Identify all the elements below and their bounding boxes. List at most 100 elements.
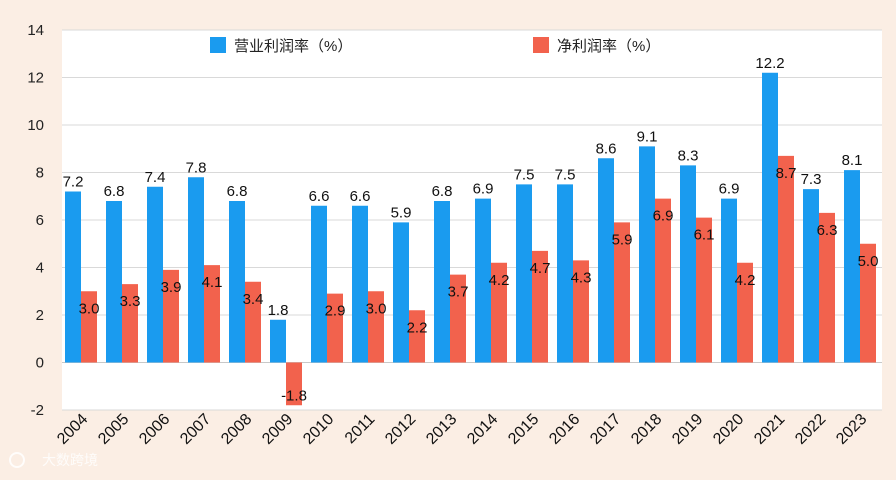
bar-net-margin-2018 xyxy=(655,198,671,363)
x-tick-label: 2020 xyxy=(710,411,747,448)
data-label-net-margin-2020: 4.2 xyxy=(735,272,756,289)
bar-operating-margin-2018 xyxy=(639,146,655,363)
data-label-operating-margin-2004: 7.2 xyxy=(63,174,84,191)
data-label-net-margin-2005: 3.3 xyxy=(120,293,141,310)
data-labels: 7.2 3.0 6.8 3.3 7.4 3.9 7.8 4.1 6.8 3.41.8 -1.8 6.6… xyxy=(63,55,879,405)
x-tick-label: 2004 xyxy=(54,411,91,448)
bar-net-margin-2007 xyxy=(204,265,220,363)
bar-net-margin-2021 xyxy=(778,155,794,363)
bar-net-margin-2014 xyxy=(491,262,507,363)
x-tick-label: 2007 xyxy=(177,411,214,448)
bar-net-margin-2013 xyxy=(450,274,466,363)
watermark-text: 大数跨境 xyxy=(42,452,98,468)
legend-label-operating-margin: 营业利润率（%） xyxy=(234,38,352,55)
y-tick-label: -2 xyxy=(31,402,44,419)
bar-operating-margin-2010 xyxy=(311,205,327,363)
data-label-operating-margin-2014: 6.9 xyxy=(473,181,494,198)
bar-operating-margin-2008 xyxy=(229,201,245,363)
data-label-operating-margin-2009: 1.8 xyxy=(268,302,289,319)
data-label-net-margin-2008: 3.4 xyxy=(243,291,264,308)
x-tick-label: 2018 xyxy=(628,411,665,448)
data-label-net-margin-2010: 2.9 xyxy=(325,303,346,320)
bar-operating-margin-2022 xyxy=(803,189,819,363)
data-label-net-margin-2012: 2.2 xyxy=(407,319,428,336)
data-label-net-margin-2022: 6.3 xyxy=(817,222,838,239)
data-label-net-margin-2016: 4.3 xyxy=(571,269,592,286)
y-tick-label: 6 xyxy=(36,212,44,229)
data-label-operating-margin-2021: 12.2 xyxy=(755,55,784,72)
x-tick-label: 2022 xyxy=(792,411,829,448)
bar-net-margin-2010 xyxy=(327,293,343,363)
bar-net-margin-2015 xyxy=(532,250,548,363)
bar-net-margin-2020 xyxy=(737,262,753,363)
bar-operating-margin-2014 xyxy=(475,198,491,363)
data-label-net-margin-2017: 5.9 xyxy=(612,231,633,248)
data-label-operating-margin-2017: 8.6 xyxy=(596,140,617,157)
bar-operating-margin-2009 xyxy=(270,319,286,363)
data-label-net-margin-2004: 3.0 xyxy=(79,300,100,317)
data-label-net-margin-2018: 6.9 xyxy=(653,208,674,225)
data-label-operating-margin-2012: 5.9 xyxy=(391,204,412,221)
y-tick-label: 0 xyxy=(36,355,44,372)
data-label-net-margin-2013: 3.7 xyxy=(448,284,469,301)
x-tick-label: 2013 xyxy=(423,411,460,448)
data-label-operating-margin-2011: 6.6 xyxy=(350,188,371,205)
legend: 营业利润率（%） 净利润率（%） xyxy=(210,37,660,55)
bar-operating-margin-2012 xyxy=(393,222,409,363)
x-tick-label: 2008 xyxy=(218,411,255,448)
watermark-logo-icon xyxy=(9,452,25,468)
data-label-operating-margin-2008: 6.8 xyxy=(227,183,248,200)
bar-operating-margin-2016 xyxy=(557,184,573,363)
legend-label-net-margin: 净利润率（%） xyxy=(557,38,660,55)
x-tick-label: 2016 xyxy=(546,411,583,448)
data-label-operating-margin-2013: 6.8 xyxy=(432,183,453,200)
bar-net-margin-2019 xyxy=(696,217,712,363)
data-label-net-margin-2011: 3.0 xyxy=(366,300,387,317)
bar-operating-margin-2011 xyxy=(352,205,368,363)
bars xyxy=(65,72,876,406)
x-tick-label: 2012 xyxy=(382,411,419,448)
data-label-operating-margin-2015: 7.5 xyxy=(514,166,535,183)
bar-operating-margin-2021 xyxy=(762,72,778,363)
data-label-net-margin-2015: 4.7 xyxy=(530,260,551,277)
x-tick-label: 2011 xyxy=(342,411,378,447)
data-label-operating-margin-2006: 7.4 xyxy=(145,169,166,186)
data-label-operating-margin-2019: 8.3 xyxy=(678,147,699,164)
y-tick-label: 4 xyxy=(36,260,44,277)
x-tick-label: 2006 xyxy=(136,411,173,448)
bar-operating-margin-2020 xyxy=(721,198,737,363)
bar-operating-margin-2017 xyxy=(598,158,614,363)
data-label-net-margin-2009: -1.8 xyxy=(281,387,307,404)
bar-net-margin-2016 xyxy=(573,260,589,363)
x-tick-label: 2010 xyxy=(300,411,337,448)
bar-net-margin-2023 xyxy=(860,243,876,363)
watermark: 大数跨境 xyxy=(9,452,98,468)
bar-operating-margin-2013 xyxy=(434,201,450,363)
x-tick-label: 2015 xyxy=(505,411,542,448)
data-label-operating-margin-2018: 9.1 xyxy=(637,128,658,145)
data-label-net-margin-2021: 8.7 xyxy=(776,165,797,182)
data-label-net-margin-2019: 6.1 xyxy=(694,227,715,244)
x-tick-label: 2009 xyxy=(259,411,296,448)
bar-operating-margin-2015 xyxy=(516,184,532,363)
data-label-net-margin-2023: 5.0 xyxy=(858,253,879,270)
bar-net-margin-2005 xyxy=(122,284,138,363)
bar-operating-margin-2023 xyxy=(844,170,860,363)
legend-swatch-operating-margin xyxy=(210,37,226,53)
data-label-operating-margin-2010: 6.6 xyxy=(309,188,330,205)
y-tick-label: 10 xyxy=(27,117,44,134)
bar-operating-margin-2006 xyxy=(147,186,163,363)
bar-net-margin-2009 xyxy=(286,362,302,406)
bar-net-margin-2004 xyxy=(81,291,97,363)
y-tick-label: 2 xyxy=(36,307,44,324)
data-label-operating-margin-2007: 7.8 xyxy=(186,159,207,176)
y-axis-ticks: -2 0 2 4 6 8 10 12 14 xyxy=(27,22,44,419)
x-tick-label: 2019 xyxy=(669,411,706,448)
data-label-operating-margin-2005: 6.8 xyxy=(104,183,125,200)
y-tick-label: 14 xyxy=(27,22,44,39)
data-label-operating-margin-2020: 6.9 xyxy=(719,181,740,198)
bar-net-margin-2017 xyxy=(614,222,630,363)
data-label-net-margin-2014: 4.2 xyxy=(489,272,510,289)
